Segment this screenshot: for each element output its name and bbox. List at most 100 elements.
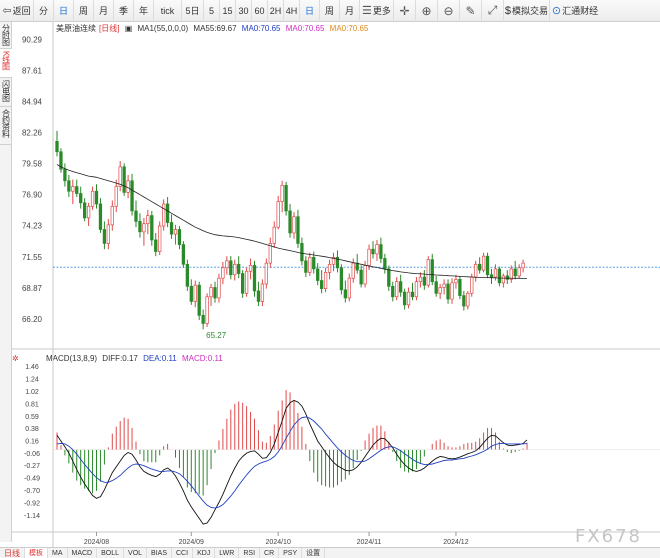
- indicator-tab-1[interactable]: 模板: [25, 547, 48, 558]
- candle-body: [225, 260, 229, 269]
- candle-body: [379, 244, 383, 259]
- indicator-tab-7[interactable]: CCI: [172, 547, 194, 558]
- indicator-tab-bar: 日线 模板 MA MACD BOLL VOL BIAS CCI KDJ LWR RSI CR PSY 设置: [0, 547, 660, 558]
- candle-body: [489, 274, 494, 278]
- candle-body: [355, 262, 359, 271]
- crosshair-button[interactable]: ✛: [394, 0, 416, 22]
- candle-body: [521, 262, 525, 269]
- zoom-in-button[interactable]: ⊕: [416, 0, 438, 22]
- indicator-tab-5[interactable]: VOL: [124, 547, 148, 558]
- candle-body: [399, 281, 403, 293]
- indicator-tab-11[interactable]: CR: [260, 547, 280, 558]
- candle-body: [102, 229, 107, 244]
- x-tick-label: 2024/12: [443, 539, 468, 546]
- candle-body: [304, 260, 308, 273]
- candle-body: [248, 265, 253, 272]
- period-week-2[interactable]: 周: [320, 0, 340, 22]
- price-tick-label: 90.29: [22, 35, 43, 44]
- candle-body: [493, 268, 498, 278]
- candle-body: [481, 255, 486, 271]
- chart-area[interactable]: 90.29 87.61 84.94 82.26 79.58 76.90 74.23 71.55…: [12, 22, 660, 547]
- price-tick-label: 68.87: [22, 284, 43, 293]
- candle-body: [505, 275, 509, 280]
- tab-contract-info[interactable]: 合约资料: [0, 107, 12, 145]
- candle-body: [138, 221, 142, 233]
- period-4h[interactable]: 4H: [284, 0, 300, 22]
- period-60min[interactable]: 60: [252, 0, 268, 22]
- candle-body: [217, 277, 221, 299]
- period-5day[interactable]: 5日: [182, 0, 204, 22]
- candle-body: [316, 268, 320, 281]
- period-quarter[interactable]: 季: [114, 0, 134, 22]
- period-day-2[interactable]: 日: [300, 0, 320, 22]
- candle-body: [331, 256, 336, 265]
- ma55-line: [56, 164, 528, 279]
- tab-flash[interactable]: 闪电图: [0, 78, 12, 107]
- side-tab-label: 合约资料: [1, 109, 11, 137]
- candle-body: [114, 186, 118, 207]
- more-button[interactable]: ☰ 更多: [360, 0, 394, 22]
- simulated-trading-button[interactable]: $ 模拟交易: [504, 0, 550, 22]
- period-day[interactable]: 日: [54, 0, 74, 22]
- candle-body: [474, 263, 478, 278]
- candle-body: [193, 284, 197, 302]
- candle-body: [466, 292, 470, 307]
- period-2h[interactable]: 2H: [268, 0, 284, 22]
- period-year[interactable]: 年: [134, 0, 154, 22]
- fullscreen-button[interactable]: ⤢: [482, 0, 504, 22]
- candle-body: [430, 259, 434, 283]
- indicator-tab-10[interactable]: RSI: [239, 547, 261, 558]
- x-tick-label: 2024/08: [84, 539, 109, 546]
- period-5min[interactable]: 5: [204, 0, 220, 22]
- candle-body: [126, 180, 130, 193]
- back-button[interactable]: ⇦ 返回: [0, 0, 34, 22]
- indicator-tab-12[interactable]: PSY: [279, 547, 303, 558]
- period-min[interactable]: 分: [34, 0, 54, 22]
- indicator-tab-0[interactable]: 日线: [0, 547, 25, 558]
- candle-body: [367, 248, 371, 266]
- tab-timeshare[interactable]: 分时图: [0, 22, 12, 49]
- candle-body: [462, 295, 466, 307]
- price-tick-label: 82.26: [22, 129, 43, 138]
- period-30min[interactable]: 30: [236, 0, 252, 22]
- indicator-tab-4[interactable]: BOLL: [97, 547, 125, 558]
- indicator-tab-9[interactable]: LWR: [215, 547, 240, 558]
- period-week[interactable]: 周: [74, 0, 94, 22]
- tab-kline[interactable]: K线图: [0, 49, 12, 78]
- candle-body: [122, 166, 126, 193]
- period-month-2[interactable]: 月: [340, 0, 360, 22]
- zoom-out-button[interactable]: ⊖: [438, 0, 460, 22]
- candle-body: [426, 259, 430, 286]
- candle-body: [185, 263, 190, 287]
- period-tick[interactable]: tick: [154, 0, 182, 22]
- candle-body: [118, 166, 122, 187]
- candle-body: [292, 216, 296, 234]
- candle-body: [63, 168, 67, 182]
- period-month[interactable]: 月: [94, 0, 114, 22]
- candle-body: [359, 269, 363, 285]
- price-legend-ma-b: MA0:70.65: [285, 24, 325, 33]
- candle-body: [442, 283, 446, 288]
- indicator-tab-8[interactable]: KDJ: [193, 547, 216, 558]
- candle-body: [446, 283, 450, 300]
- macd-tick-label: 0.59: [25, 414, 39, 421]
- macd-dea-line: [56, 416, 528, 509]
- macd-tick-label: -0.92: [24, 500, 40, 507]
- candle-body: [284, 185, 288, 212]
- candle-body: [264, 262, 269, 285]
- macd-legend-macd: MACD:0.11: [182, 354, 223, 363]
- candle-body: [343, 289, 347, 299]
- indicator-tab-6[interactable]: BIAS: [147, 547, 172, 558]
- indicator-tab-13[interactable]: 设置: [302, 547, 326, 558]
- indicator-tab-3[interactable]: MACD: [68, 547, 98, 558]
- indicator-tab-2[interactable]: MA: [48, 547, 68, 558]
- candle-body: [276, 201, 280, 228]
- macd-tick-label: 0.16: [25, 438, 39, 445]
- period-15min[interactable]: 15: [220, 0, 236, 22]
- macd-tick-label: -0.70: [24, 488, 40, 495]
- draw-button[interactable]: ✎: [460, 0, 482, 22]
- x-tick-label: 2024/10: [266, 539, 291, 546]
- candle-body: [130, 180, 134, 212]
- brand-link[interactable]: ⊙ 汇通财经: [551, 5, 599, 17]
- price-legend-period: [日线]: [99, 24, 120, 33]
